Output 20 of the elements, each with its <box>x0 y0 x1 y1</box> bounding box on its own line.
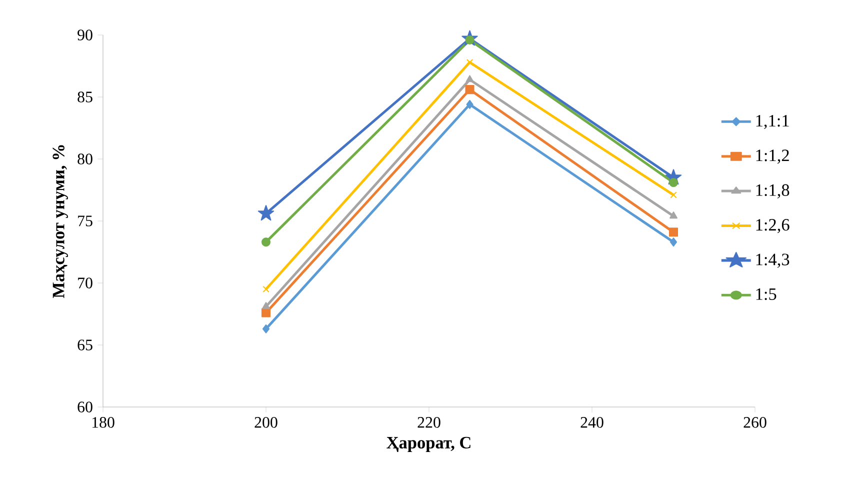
legend-label: 1:2,6 <box>756 219 790 234</box>
x-tick-label: 240 <box>580 417 604 428</box>
x-axis-title: Ҳарорат, С <box>386 436 470 452</box>
y-tick-label: 90 <box>78 30 92 40</box>
x-tick-label: 200 <box>254 417 278 428</box>
y-tick-label: 80 <box>78 154 92 164</box>
y-tick-label: 85 <box>78 92 92 102</box>
y-tick-label: 65 <box>78 340 92 350</box>
x-tick-label: 220 <box>418 417 440 428</box>
y-axis-title: Маҳсулот унуми, % <box>52 145 68 298</box>
y-tick-label: 75 <box>78 216 92 226</box>
x-tick-label: 180 <box>92 417 114 428</box>
legend-label: 1:4,3 <box>756 254 790 268</box>
legend-label: 1:1,8 <box>756 184 790 198</box>
legend-label: 1:5 <box>756 288 776 300</box>
y-tick-label: 60 <box>78 402 92 412</box>
legend-label: 1,1:1 <box>756 114 789 130</box>
x-tick-label: 260 <box>744 417 766 428</box>
legend-label: 1:1,2 <box>756 150 789 164</box>
y-tick-label: 70 <box>78 278 92 288</box>
